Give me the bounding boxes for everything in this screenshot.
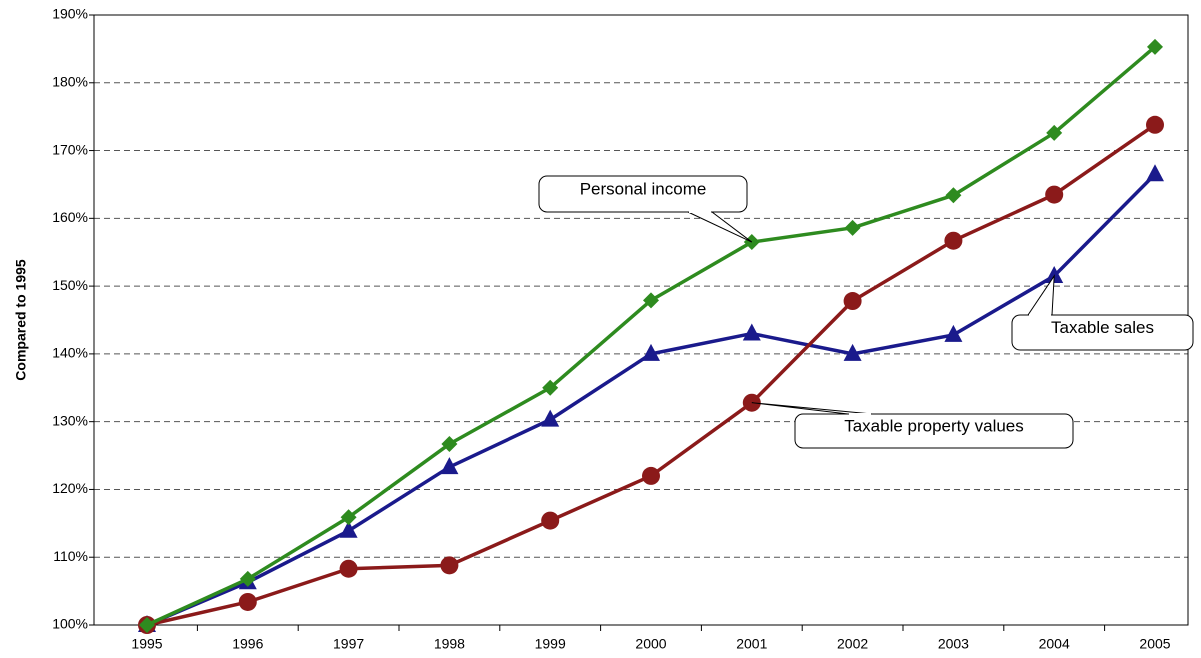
x-tick-label: 1999 — [535, 636, 566, 652]
x-tick-label: 1997 — [333, 636, 364, 652]
marker — [239, 570, 256, 587]
marker — [339, 520, 358, 538]
callout-box — [1011, 314, 1194, 351]
y-tick-label: 180% — [52, 73, 88, 89]
y-tick-label: 160% — [52, 209, 88, 225]
series-line — [146, 45, 1157, 627]
series-line — [146, 173, 1157, 627]
marker — [339, 559, 358, 578]
marker — [238, 592, 257, 611]
marker — [642, 466, 660, 485]
marker — [642, 343, 660, 361]
marker — [944, 231, 963, 250]
x-tick-label: 1996 — [232, 636, 263, 652]
x-tick-label: 2002 — [837, 636, 868, 652]
x-tick-label: 2003 — [938, 636, 969, 652]
marker — [742, 323, 761, 341]
marker — [440, 556, 459, 575]
marker — [1147, 38, 1163, 55]
marker — [1045, 265, 1064, 283]
marker — [944, 324, 963, 342]
callout-box — [538, 175, 748, 213]
marker — [1045, 185, 1064, 204]
marker — [441, 436, 458, 453]
x-tick-label: 2004 — [1039, 636, 1070, 652]
y-tick-label: 120% — [52, 480, 88, 496]
marker — [440, 457, 459, 475]
callout-text: Personal income — [580, 179, 707, 198]
marker — [844, 219, 861, 236]
marker — [843, 292, 862, 311]
y-axis-label: Compared to 1995 — [13, 259, 29, 381]
x-tick-label: 1995 — [131, 636, 162, 652]
y-tick-label: 170% — [52, 141, 88, 157]
x-tick-label: 2005 — [1139, 636, 1170, 652]
y-tick-label: 130% — [52, 412, 88, 428]
callout-pointer — [751, 402, 873, 415]
marker — [1146, 164, 1164, 182]
marker — [843, 343, 862, 361]
marker — [541, 409, 560, 427]
marker — [541, 511, 560, 530]
marker — [1046, 124, 1063, 141]
marker — [1146, 115, 1164, 134]
x-tick-label: 1998 — [434, 636, 465, 652]
x-tick-label: 2000 — [635, 636, 666, 652]
callout-text: Taxable property values — [844, 416, 1024, 435]
callout-pointer — [687, 211, 753, 243]
y-tick-label: 100% — [52, 616, 88, 632]
y-tick-label: 190% — [52, 6, 88, 22]
y-tick-label: 140% — [52, 345, 88, 361]
callout-box — [794, 413, 1074, 449]
marker — [542, 379, 559, 396]
marker — [139, 617, 155, 633]
x-tick-label: 2001 — [736, 636, 767, 652]
y-tick-label: 150% — [52, 277, 88, 293]
marker — [340, 509, 357, 526]
y-tick-label: 110% — [53, 548, 88, 564]
marker — [643, 292, 659, 309]
callout-pointer — [1027, 274, 1055, 316]
callout-text: Taxable sales — [1051, 318, 1154, 337]
marker — [945, 187, 962, 204]
